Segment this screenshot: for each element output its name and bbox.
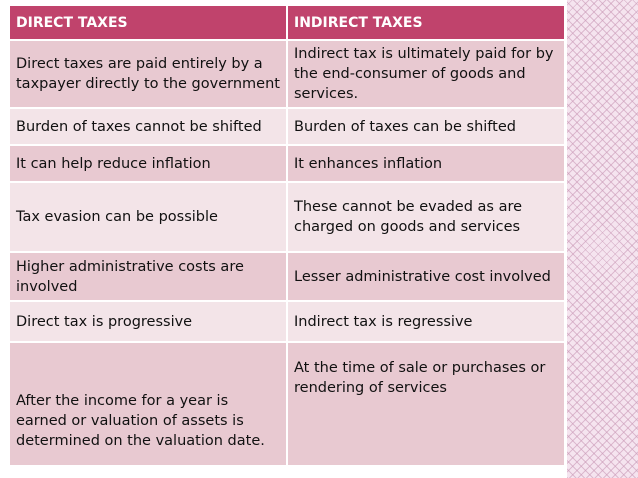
cell-direct: Burden of taxes cannot be shifted	[8, 107, 288, 146]
cell-direct: Higher administrative costs are involved	[8, 251, 288, 302]
table-header-row: DIRECT TAXES INDIRECT TAXES	[8, 4, 566, 41]
cell-indirect: Burden of taxes can be shifted	[286, 107, 566, 146]
decorative-side-stripe	[567, 0, 638, 478]
header-indirect-taxes: INDIRECT TAXES	[286, 4, 566, 41]
cell-indirect: Indirect tax is regressive	[286, 300, 566, 343]
cell-indirect: At the time of sale or purchases or rend…	[286, 341, 566, 467]
table-row: Tax evasion can be possible These cannot…	[8, 181, 566, 253]
table-row: Direct taxes are paid entirely by a taxp…	[8, 39, 566, 109]
tax-comparison-table: DIRECT TAXES INDIRECT TAXES Direct taxes…	[8, 4, 566, 467]
table-row: Higher administrative costs are involved…	[8, 251, 566, 302]
cell-indirect: These cannot be evaded as are charged on…	[286, 181, 566, 253]
cell-direct: It can help reduce inflation	[8, 144, 288, 183]
header-direct-taxes: DIRECT TAXES	[8, 4, 288, 41]
cell-direct: Direct tax is progressive	[8, 300, 288, 343]
cell-direct: Direct taxes are paid entirely by a taxp…	[8, 39, 288, 109]
cell-indirect: Indirect tax is ultimately paid for by t…	[286, 39, 566, 109]
cell-indirect: It enhances inflation	[286, 144, 566, 183]
cell-indirect: Lesser administrative cost involved	[286, 251, 566, 302]
table-row: After the income for a year is earned or…	[8, 341, 566, 467]
table-row: Direct tax is progressive Indirect tax i…	[8, 300, 566, 343]
table-row: It can help reduce inflation It enhances…	[8, 144, 566, 183]
cell-direct: After the income for a year is earned or…	[8, 341, 288, 467]
table-row: Burden of taxes cannot be shifted Burden…	[8, 107, 566, 146]
cell-direct: Tax evasion can be possible	[8, 181, 288, 253]
